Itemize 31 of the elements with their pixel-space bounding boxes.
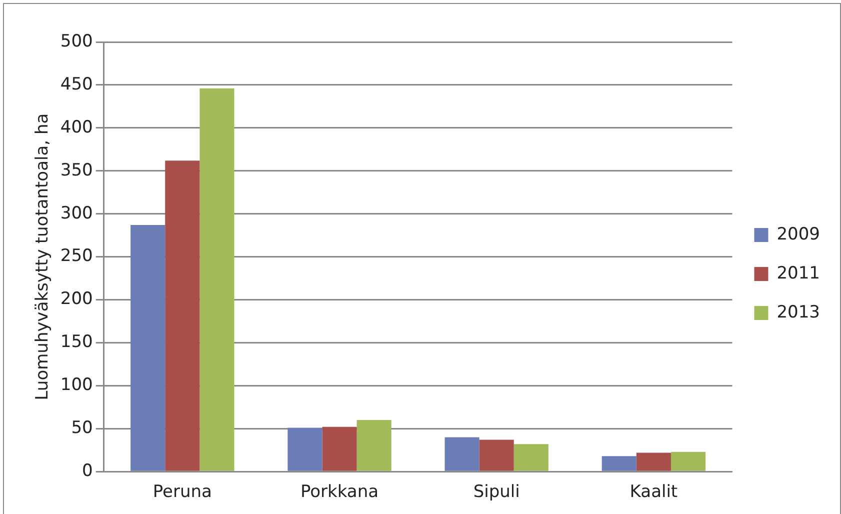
x-tick-label: Kaalit [630,482,678,502]
y-tick-label: 500 [60,31,93,52]
bar [130,225,166,471]
bar [200,88,234,471]
legend-label: 2009 [776,224,820,244]
legend-label: 2013 [776,302,820,322]
y-tick-label: 300 [60,203,93,224]
y-axis-title: Luomuhyväksytty tuotantoala, ha [32,113,53,400]
y-tick-label: 200 [60,289,93,310]
y-tick-label: 250 [60,246,93,266]
y-tick-label: 400 [60,117,93,138]
x-tick-label: Sipuli [473,482,520,502]
bar [670,452,706,471]
bar [322,426,357,471]
x-tick-label: Porkkana [300,482,379,502]
y-tick-label: 0 [82,461,93,482]
bar [356,420,392,471]
bar [602,456,636,471]
x-tick-label: Peruna [152,482,212,502]
bar [444,437,480,471]
y-tick-label: 450 [60,74,93,94]
y-tick-label: 150 [60,332,93,352]
bar [479,440,514,471]
y-tick-label: 100 [60,375,93,396]
y-tick-label: 350 [60,160,93,180]
bar [636,452,671,471]
bar [288,428,322,471]
bar [514,444,548,471]
legend-label: 2011 [776,263,820,284]
bar [165,160,200,471]
y-tick-label: 50 [71,418,93,438]
